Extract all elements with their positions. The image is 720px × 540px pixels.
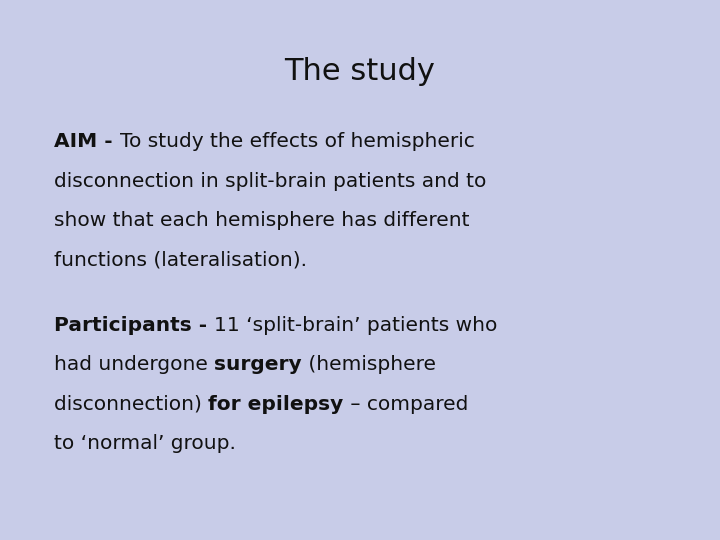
Text: AIM -: AIM - — [54, 132, 120, 151]
Text: surgery: surgery — [215, 355, 302, 374]
Text: to ‘normal’ group.: to ‘normal’ group. — [54, 434, 236, 453]
Text: To study the effects of hemispheric: To study the effects of hemispheric — [120, 132, 474, 151]
Text: for epilepsy: for epilepsy — [208, 395, 343, 414]
Text: functions (lateralisation).: functions (lateralisation). — [54, 251, 307, 269]
Text: had undergone: had undergone — [54, 355, 215, 374]
Text: show that each hemisphere has different: show that each hemisphere has different — [54, 211, 469, 230]
Text: disconnection in split-brain patients and to: disconnection in split-brain patients an… — [54, 172, 487, 191]
Text: The study: The study — [284, 57, 436, 86]
Text: disconnection): disconnection) — [54, 395, 208, 414]
Text: (hemisphere: (hemisphere — [302, 355, 436, 374]
Text: – compared: – compared — [343, 395, 468, 414]
Text: 11 ‘split-brain’ patients who: 11 ‘split-brain’ patients who — [214, 316, 498, 335]
Text: Participants -: Participants - — [54, 316, 214, 335]
